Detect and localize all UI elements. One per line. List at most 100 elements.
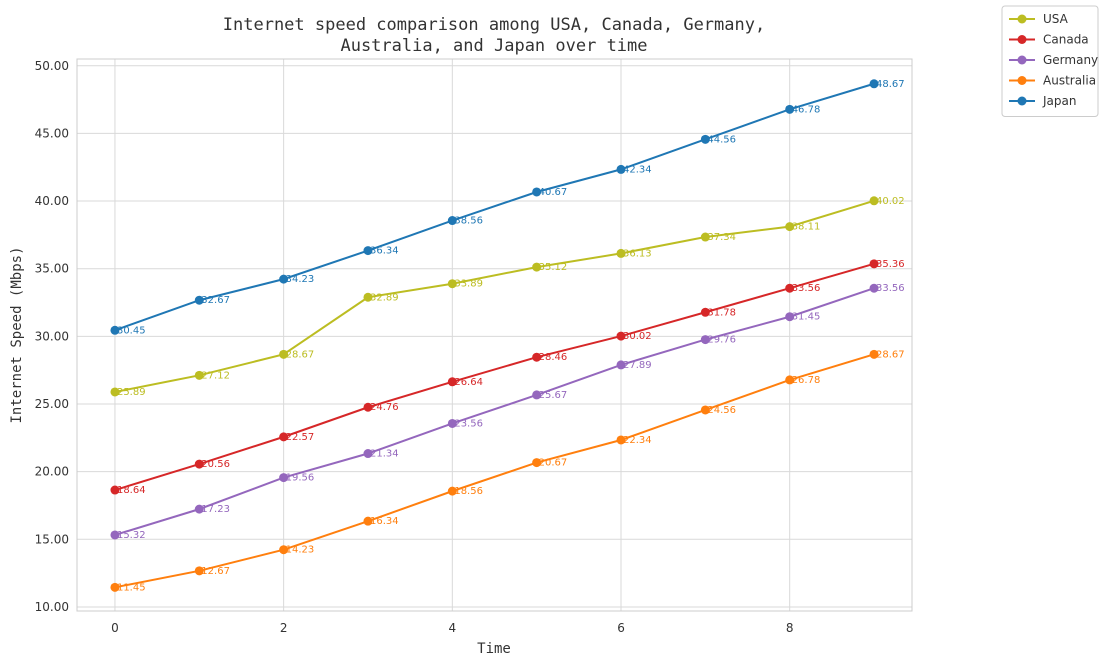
data-point [110, 387, 120, 397]
data-point [279, 432, 289, 442]
chart-title-line-1: Internet speed comparison among USA, Can… [223, 15, 765, 35]
data-label: 21.34 [370, 449, 399, 460]
data-label: 29.76 [707, 335, 736, 346]
x-tick-label: 8 [786, 621, 794, 635]
data-label: 11.45 [117, 582, 146, 593]
data-point [700, 232, 710, 242]
y-axis-label: Internet Speed (Mbps) [9, 246, 25, 423]
data-label: 32.89 [370, 292, 399, 303]
data-point [869, 196, 879, 206]
legend-item-japan: Japan [1009, 94, 1076, 108]
y-tick-label: 25.00 [35, 397, 69, 411]
data-point [616, 331, 626, 341]
legend-item-canada: Canada [1009, 33, 1089, 47]
data-label: 18.64 [117, 485, 146, 496]
data-point [700, 335, 710, 345]
data-label: 16.34 [370, 516, 399, 527]
data-label: 25.89 [117, 387, 146, 398]
legend-item-australia: Australia [1009, 74, 1096, 88]
legend-marker [1017, 96, 1027, 106]
legend-item-germany: Germany [1009, 53, 1098, 67]
data-point [532, 458, 542, 468]
data-label: 36.34 [370, 246, 399, 257]
data-point [785, 375, 795, 385]
data-label: 22.57 [286, 432, 315, 443]
y-tick-label: 20.00 [35, 465, 69, 479]
x-tick-label: 4 [449, 621, 457, 635]
data-label: 42.34 [623, 164, 652, 175]
data-point [532, 352, 542, 362]
legend-marker [1017, 55, 1027, 65]
data-label: 38.56 [454, 216, 483, 227]
data-point [785, 312, 795, 322]
data-point [785, 222, 795, 232]
data-point [194, 295, 204, 305]
data-label: 36.13 [623, 248, 652, 259]
series-japan: 30.45 32.67 34.23 36.34 38.56 40.67 42.34 44.56… [110, 79, 905, 336]
data-point [279, 473, 289, 483]
legend-item-usa: USA [1009, 12, 1069, 26]
series-line [114, 353, 875, 589]
data-point [110, 325, 120, 335]
data-label: 35.12 [539, 262, 568, 273]
data-point [532, 390, 542, 400]
data-label: 20.67 [539, 458, 568, 469]
data-point [363, 246, 373, 256]
data-point [279, 274, 289, 284]
data-label: 28.46 [539, 352, 568, 363]
data-label: 37.34 [707, 232, 736, 243]
legend-frame [1001, 5, 1099, 117]
data-point [110, 582, 120, 592]
legend-marker [1017, 76, 1027, 85]
data-label: 40.02 [876, 196, 905, 207]
data-label: 48.67 [876, 79, 905, 90]
data-point [785, 283, 795, 293]
data-label: 34.23 [286, 274, 315, 285]
y-axis-ticks: 10.00 15.00 20.00 25.00 30.00 35.00 40.00 45.00… [35, 59, 69, 614]
data-label: 22.34 [623, 435, 652, 446]
data-point [194, 566, 204, 576]
y-tick-label: 45.00 [35, 126, 69, 140]
data-label: 31.45 [792, 312, 821, 323]
legend-label: Canada [1043, 33, 1089, 47]
data-label: 32.67 [201, 295, 230, 306]
legend: USA Canada Germany Australia Japan [1001, 5, 1099, 117]
data-point [700, 134, 710, 144]
plot-frame [76, 58, 913, 612]
data-label: 26.78 [792, 375, 821, 386]
data-point [194, 370, 204, 380]
y-tick-label: 50.00 [35, 59, 69, 73]
data-point [616, 164, 626, 174]
x-axis-label: Time [477, 641, 511, 657]
data-point [700, 307, 710, 317]
data-label: 33.56 [876, 283, 905, 294]
series-line [114, 199, 875, 393]
data-label: 33.89 [454, 279, 483, 290]
series-line [114, 287, 875, 536]
series-layer: 25.89 27.12 28.67 32.89 33.89 35.12 36.13 37.34… [110, 79, 905, 593]
data-label: 30.45 [117, 325, 146, 336]
legend-marker [1017, 14, 1027, 24]
data-label: 17.23 [201, 504, 230, 515]
data-point [447, 216, 457, 226]
y-tick-label: 40.00 [35, 194, 69, 208]
data-point [279, 545, 289, 555]
data-point [363, 516, 373, 526]
data-label: 38.11 [792, 222, 821, 233]
data-label: 15.32 [117, 530, 146, 541]
series-germany: 15.32 17.23 19.56 21.34 23.56 25.67 27.89 29.76… [110, 283, 905, 541]
data-label: 19.56 [286, 473, 315, 484]
data-label: 28.67 [286, 349, 315, 360]
data-point [869, 79, 879, 89]
data-point [532, 262, 542, 272]
data-point [447, 279, 457, 289]
data-point [110, 485, 120, 495]
x-axis-ticks: 0 2 4 6 8 [111, 621, 793, 635]
data-point [616, 435, 626, 445]
plot-grid [77, 59, 912, 611]
data-point [194, 459, 204, 469]
data-label: 27.12 [201, 370, 230, 381]
data-point [363, 292, 373, 302]
data-label: 30.02 [623, 331, 652, 342]
data-point [785, 104, 795, 114]
